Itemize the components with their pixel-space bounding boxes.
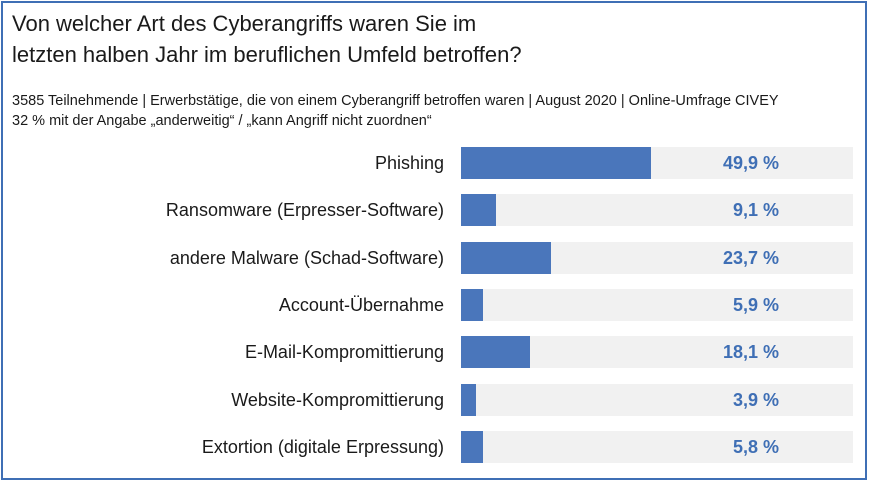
bar-row: E-Mail-Kompromittierung 18,1 % [0,336,872,368]
value-label: 49,9 % [722,153,779,173]
bar-track [461,289,853,321]
value-label: 5,8 % [732,437,779,457]
category-label: Account-Übernahme [278,295,444,315]
bar-track [461,384,853,416]
title-line-1: Von welcher Art des Cyberangriffs waren … [12,11,477,36]
bar-row: andere Malware (Schad-Software) 23,7 % [0,242,872,274]
category-label: andere Malware (Schad-Software) [169,248,444,268]
bar-row: Account-Übernahme 5,9 % [0,289,872,321]
category-label: Website-Kompromittierung [231,390,444,410]
subtitle-line-1: 3585 Teilnehmende | Erwerbstätige, die v… [12,93,779,109]
bar [461,242,552,274]
category-label: Extortion (digitale Erpressung) [201,437,444,457]
value-label: 9,1 % [732,200,779,220]
title-line-2: letzten halben Jahr im beruflichen Umfel… [12,42,522,67]
bar [461,384,476,416]
bar [461,289,484,321]
category-label: Ransomware (Erpresser-Software) [165,200,444,220]
subtitle-line-2: 32 % mit der Angabe „anderweitig“ / „kan… [12,113,432,129]
bar-row: Phishing 49,9 % [0,147,872,179]
bar-track [461,431,853,463]
bar-row: Extortion (digitale Erpressung) 5,8 % [0,431,872,463]
bar [461,336,530,368]
value-label: 18,1 % [722,342,779,362]
bar-row: Website-Kompromittierung 3,9 % [0,384,872,416]
value-label: 3,9 % [732,390,779,410]
chart-title: Von welcher Art des Cyberangriffs waren … [12,8,522,70]
bar-row: Ransomware (Erpresser-Software) 9,1 % [0,194,872,226]
category-label: Phishing [374,153,444,173]
value-label: 5,9 % [732,295,779,315]
value-label: 23,7 % [722,248,779,268]
bar-track [461,194,853,226]
bar [461,147,651,179]
bar [461,194,496,226]
category-label: E-Mail-Kompromittierung [244,342,444,362]
bar [461,431,483,463]
